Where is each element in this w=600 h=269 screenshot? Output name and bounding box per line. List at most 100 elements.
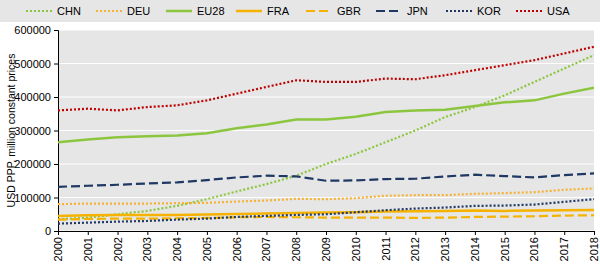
series-line: [58, 88, 594, 143]
x-tick: 2018: [588, 231, 600, 261]
x-tick: 2011: [380, 231, 392, 261]
legend-swatch: [446, 10, 472, 12]
y-tick-mark: [54, 97, 58, 98]
x-tick-label: 2018: [588, 237, 600, 261]
y-tick-mark: [54, 231, 58, 232]
x-tick: 2004: [171, 231, 183, 261]
legend-swatch: [376, 10, 402, 12]
x-tick: 2013: [439, 231, 451, 261]
lines: [58, 47, 594, 224]
series-line: [58, 199, 594, 223]
x-tick-mark: [505, 231, 506, 235]
x-tick: 2017: [558, 231, 570, 261]
legend-swatch: [96, 10, 122, 12]
x-tick-mark: [415, 231, 416, 235]
y-tick: 0: [45, 225, 58, 237]
x-tick: 2015: [499, 231, 511, 261]
chart: 0 100000 200000 300000 400000 500000 600000 200…: [0, 0, 600, 269]
y-tick: 100000: [14, 192, 58, 204]
x-tick-mark: [386, 231, 387, 235]
x-tick-mark: [326, 231, 327, 235]
x-tick-mark: [564, 231, 565, 235]
legend-swatch: [236, 10, 262, 13]
x-tick-label: 2014: [469, 237, 481, 261]
y-tick: 500000: [14, 58, 58, 70]
x-tick-label: 2013: [439, 237, 451, 261]
y-tick-label: 0: [45, 225, 51, 237]
x-tick-label: 2015: [499, 237, 511, 261]
legend-swatch: [166, 10, 192, 13]
x-tick-label: 2008: [290, 237, 302, 261]
plot: 0 100000 200000 300000 400000 500000 600000 200…: [14, 24, 600, 261]
legend-background: [0, 0, 600, 22]
x-axis-line: [59, 232, 595, 236]
legend-label: CHN: [57, 5, 81, 17]
x-tick-mark: [356, 231, 357, 235]
x-tick: 2016: [528, 231, 540, 261]
x-axis: 2000 2001 2002 2003 2004 2005 2006 2007 2008 2009…: [52, 231, 600, 261]
grid-line: [58, 197, 594, 198]
legend-swatch: [516, 10, 542, 12]
x-tick-label: 2000: [52, 237, 64, 261]
series-line: [58, 215, 594, 219]
legend-item: FRA: [236, 5, 290, 17]
x-tick: 2007: [260, 231, 272, 261]
y-axis-line: [54, 31, 59, 232]
y-tick-label: 600000: [14, 24, 51, 36]
y-tick-label: 200000: [14, 158, 51, 170]
y-tick-label: 400000: [14, 91, 51, 103]
x-tick: 2000: [52, 231, 64, 261]
x-tick-mark: [177, 231, 178, 235]
x-tick-label: 2003: [141, 237, 153, 261]
x-tick-mark: [266, 231, 267, 235]
y-tick: 300000: [14, 125, 58, 137]
legend: CHNDEUEU28FRAGBRJPNKORUSA: [0, 0, 600, 22]
x-tick: 2009: [320, 231, 332, 261]
y-tick-mark: [54, 30, 58, 31]
x-tick: 2005: [201, 231, 213, 261]
legend-item: DEU: [96, 5, 150, 17]
x-tick-label: 2007: [260, 237, 272, 261]
x-tick-label: 2004: [171, 237, 183, 261]
legend-item: GBR: [306, 5, 361, 17]
x-tick-label: 2001: [82, 237, 94, 261]
grid-line: [58, 97, 594, 98]
x-tick: 2006: [231, 231, 243, 261]
y-tick-mark: [54, 164, 58, 165]
x-tick: 2003: [141, 231, 153, 261]
x-tick-mark: [118, 231, 119, 235]
y-tick: 600000: [14, 24, 58, 36]
x-tick: 2012: [409, 231, 421, 261]
x-tick-label: 2016: [528, 237, 540, 261]
y-tick-mark: [54, 198, 58, 199]
x-tick-mark: [475, 231, 476, 235]
legend-item: EU28: [166, 5, 225, 17]
x-tick-mark: [534, 231, 535, 235]
series-line: [58, 55, 594, 219]
x-tick: 2002: [112, 231, 124, 261]
x-tick-mark: [207, 231, 208, 235]
x-tick-label: 2009: [320, 237, 332, 261]
x-tick-label: 2002: [112, 237, 124, 261]
legend-label: GBR: [337, 5, 361, 17]
legend-swatch: [306, 10, 332, 12]
grid: [58, 30, 594, 231]
x-tick: 2010: [350, 231, 362, 261]
legend-label: DEU: [127, 5, 150, 17]
x-tick-label: 2010: [350, 237, 362, 261]
series-line: [58, 188, 594, 204]
legend-item: CHN: [26, 5, 81, 17]
y-axis: 0 100000 200000 300000 400000 500000 600000: [14, 24, 58, 237]
series-line: [58, 47, 594, 111]
x-tick-mark: [445, 231, 446, 235]
x-tick-mark: [58, 231, 59, 235]
y-tick-label: 100000: [14, 192, 51, 204]
x-tick-mark: [594, 231, 595, 235]
x-tick: 2008: [290, 231, 302, 261]
legend-item: KOR: [446, 5, 501, 17]
x-tick-mark: [88, 231, 89, 235]
y-tick-label: 500000: [14, 58, 51, 70]
legend-swatch: [26, 10, 52, 12]
legend-label: USA: [547, 5, 570, 17]
x-tick-label: 2012: [409, 237, 421, 261]
